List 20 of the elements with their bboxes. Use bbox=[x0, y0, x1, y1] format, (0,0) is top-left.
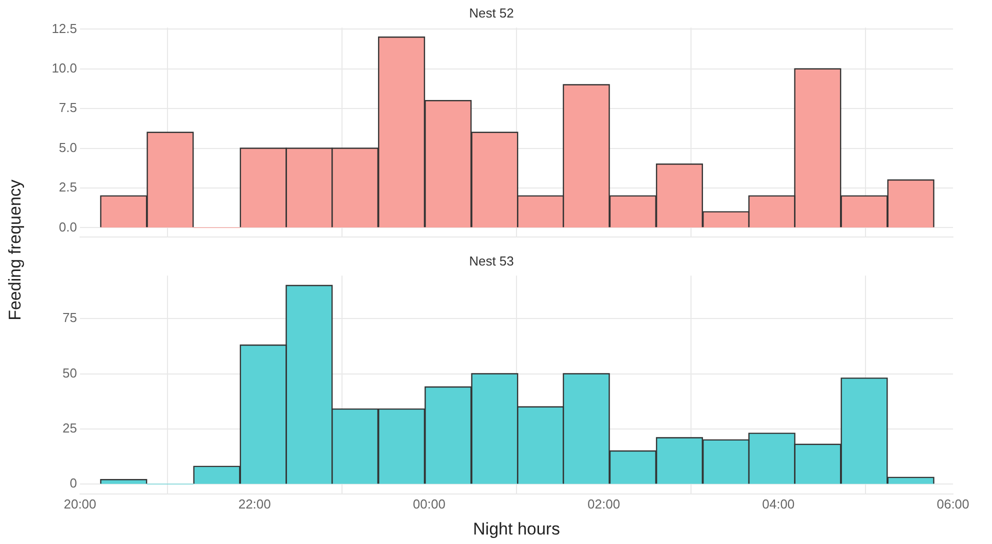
y-tick-label: 0 bbox=[70, 476, 77, 491]
chart-title: Nest 52 bbox=[469, 5, 514, 20]
y-tick-label: 12.5 bbox=[52, 20, 77, 36]
x-tick-label: 02:00 bbox=[588, 496, 620, 512]
y-tick-label: 25 bbox=[62, 420, 77, 436]
y-tick-label: 75 bbox=[62, 310, 77, 326]
y-tick-label: 50 bbox=[62, 365, 77, 380]
x-axis-title: Night hours bbox=[473, 519, 560, 538]
y-tick-label: 0.0 bbox=[58, 219, 77, 234]
chart-title: Nest 53 bbox=[469, 253, 514, 268]
y-tick-label: 10.0 bbox=[52, 60, 77, 76]
y-tick-label: 7.5 bbox=[58, 100, 77, 116]
y-axis-title: Feeding frequency bbox=[5, 180, 25, 320]
x-tick-label: 04:00 bbox=[762, 496, 795, 512]
y-tick-label: 5.0 bbox=[58, 140, 77, 155]
y-tick-label: 2.5 bbox=[58, 180, 77, 195]
x-tick-label: 00:00 bbox=[412, 496, 446, 512]
x-tick-label: 22:00 bbox=[238, 496, 271, 512]
x-tick-label: 06:00 bbox=[936, 496, 970, 512]
x-tick-label: 20:00 bbox=[64, 496, 96, 512]
